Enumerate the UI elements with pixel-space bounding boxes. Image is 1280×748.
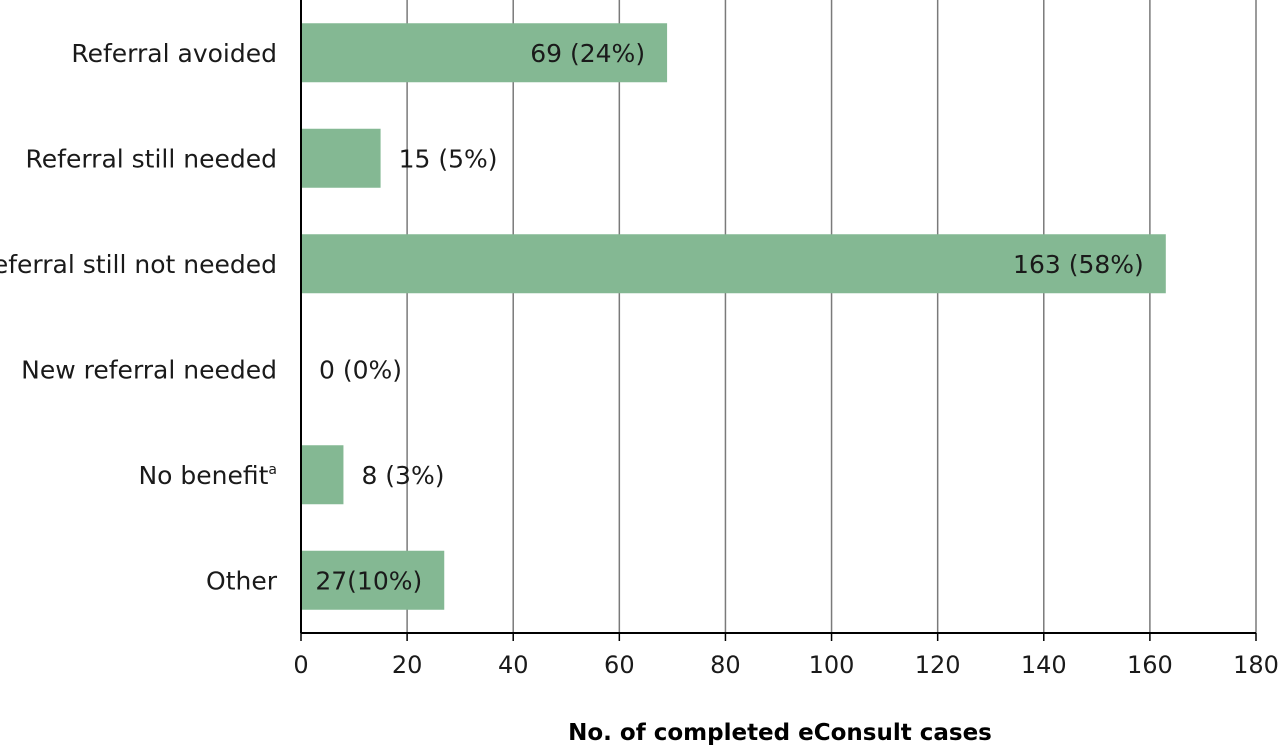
category-labels: Referral avoided Referral still needed Ref…: [0, 39, 278, 596]
data-labels: 69 (24%) 15 (5%) 163 (58%) 0 (0%) 8 (3%) 27(1…: [315, 39, 1143, 596]
category-label: Other: [206, 566, 278, 595]
category-label: Referral still needed: [26, 144, 277, 173]
data-label: 15 (5%): [399, 144, 498, 173]
x-tick-label: 140: [1021, 651, 1067, 679]
x-tick-label: 20: [392, 651, 423, 679]
x-tick-label: 60: [604, 651, 635, 679]
data-label: 163 (58%): [1013, 250, 1144, 279]
x-tick-label: 40: [498, 651, 529, 679]
grid-lines: [406, 0, 1257, 633]
axes: [300, 0, 1257, 641]
x-tick-label: 100: [809, 651, 855, 679]
data-label: 69 (24%): [530, 39, 645, 68]
x-axis-title: No. of completed eConsult cases: [568, 720, 992, 746]
data-label: 8 (3%): [361, 461, 444, 490]
category-label: New referral needed: [21, 355, 277, 384]
x-tick-label: 0: [293, 651, 308, 679]
category-label: Referral still not needed: [0, 250, 277, 279]
x-tick-label: 180: [1233, 651, 1279, 679]
bar: [302, 550, 445, 610]
x-tick-label: 80: [710, 651, 741, 679]
data-label: 27(10%): [315, 566, 422, 595]
x-tick-label: 160: [1127, 651, 1173, 679]
category-label: Referral avoided: [71, 39, 277, 68]
bar: [302, 445, 344, 505]
x-tick-labels: 0 20 40 60 80 100 120 140 160 180: [293, 651, 1279, 679]
bar: [302, 234, 1166, 294]
bar: [302, 23, 668, 83]
bars: [302, 23, 1166, 610]
x-tick-label: 120: [915, 651, 961, 679]
footnote-marker: a: [268, 462, 277, 478]
bar: [302, 128, 381, 188]
data-label: 0 (0%): [319, 355, 402, 384]
category-label: No benefita: [138, 461, 277, 490]
